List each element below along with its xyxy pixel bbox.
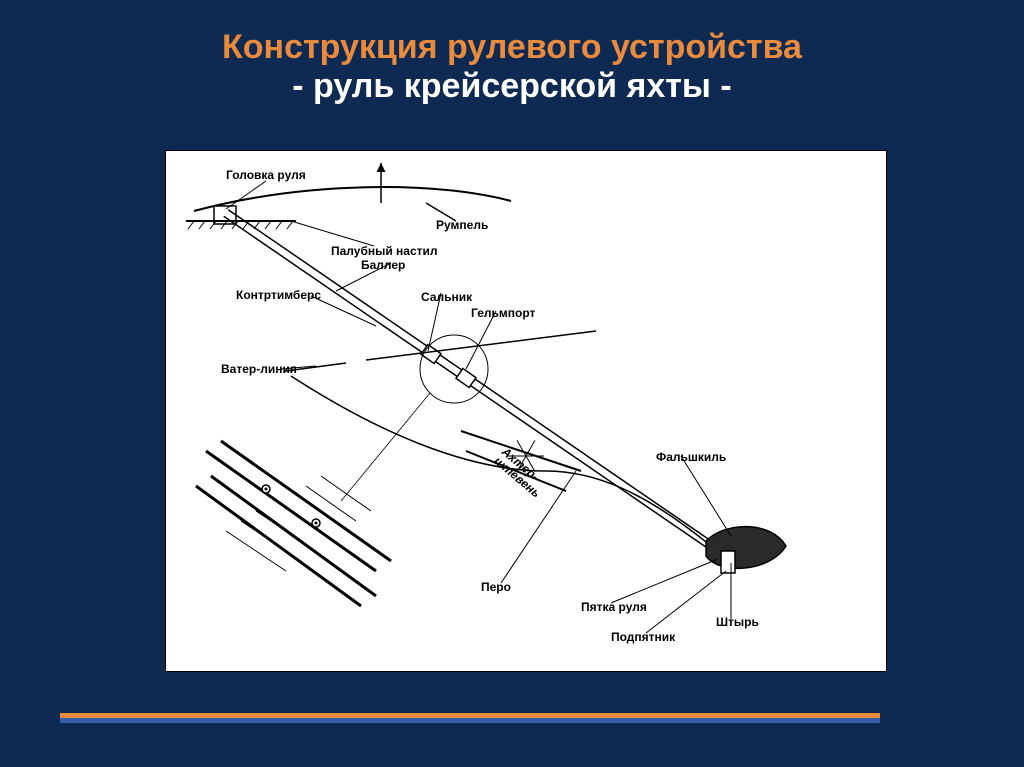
label-salnik: Сальник — [421, 290, 473, 304]
slide: Конструкция рулевого устройства - руль к… — [0, 0, 1024, 767]
title-line-2: - руль крейсерской яхты - — [0, 67, 1024, 106]
title-line-1: Конструкция рулевого устройства — [0, 28, 1024, 67]
label-pero: Перо — [481, 580, 511, 594]
label-rumpel: Румпель — [436, 218, 488, 232]
label-gelmport: Гельмпорт — [471, 306, 535, 320]
label-shtyr: Штырь — [716, 615, 759, 629]
decorative-rule — [60, 713, 880, 723]
diagram-area: Головка руля Румпель Палубный настилБаллер… — [165, 150, 887, 672]
label-falshkil: Фальшкиль — [656, 450, 726, 464]
label-podpyatnik: Подпятник — [611, 630, 676, 644]
label-palubnyy: Палубный настил — [331, 244, 438, 258]
label-pyatka: Пятка руля — [581, 600, 647, 614]
label-vaterline: Ватер-линия — [221, 362, 297, 376]
label-baller: Баллер — [361, 258, 405, 272]
label-golovka: Головка руля — [226, 168, 306, 182]
rule-bottom — [60, 718, 880, 723]
title-block: Конструкция рулевого устройства - руль к… — [0, 0, 1024, 106]
diagram-svg: Головка руля Румпель Палубный настилБаллер… — [166, 151, 886, 671]
label-ahtershteven: Ахтер-штевень — [491, 444, 551, 500]
label-kontrtimbers: Контртимберс — [236, 288, 321, 302]
